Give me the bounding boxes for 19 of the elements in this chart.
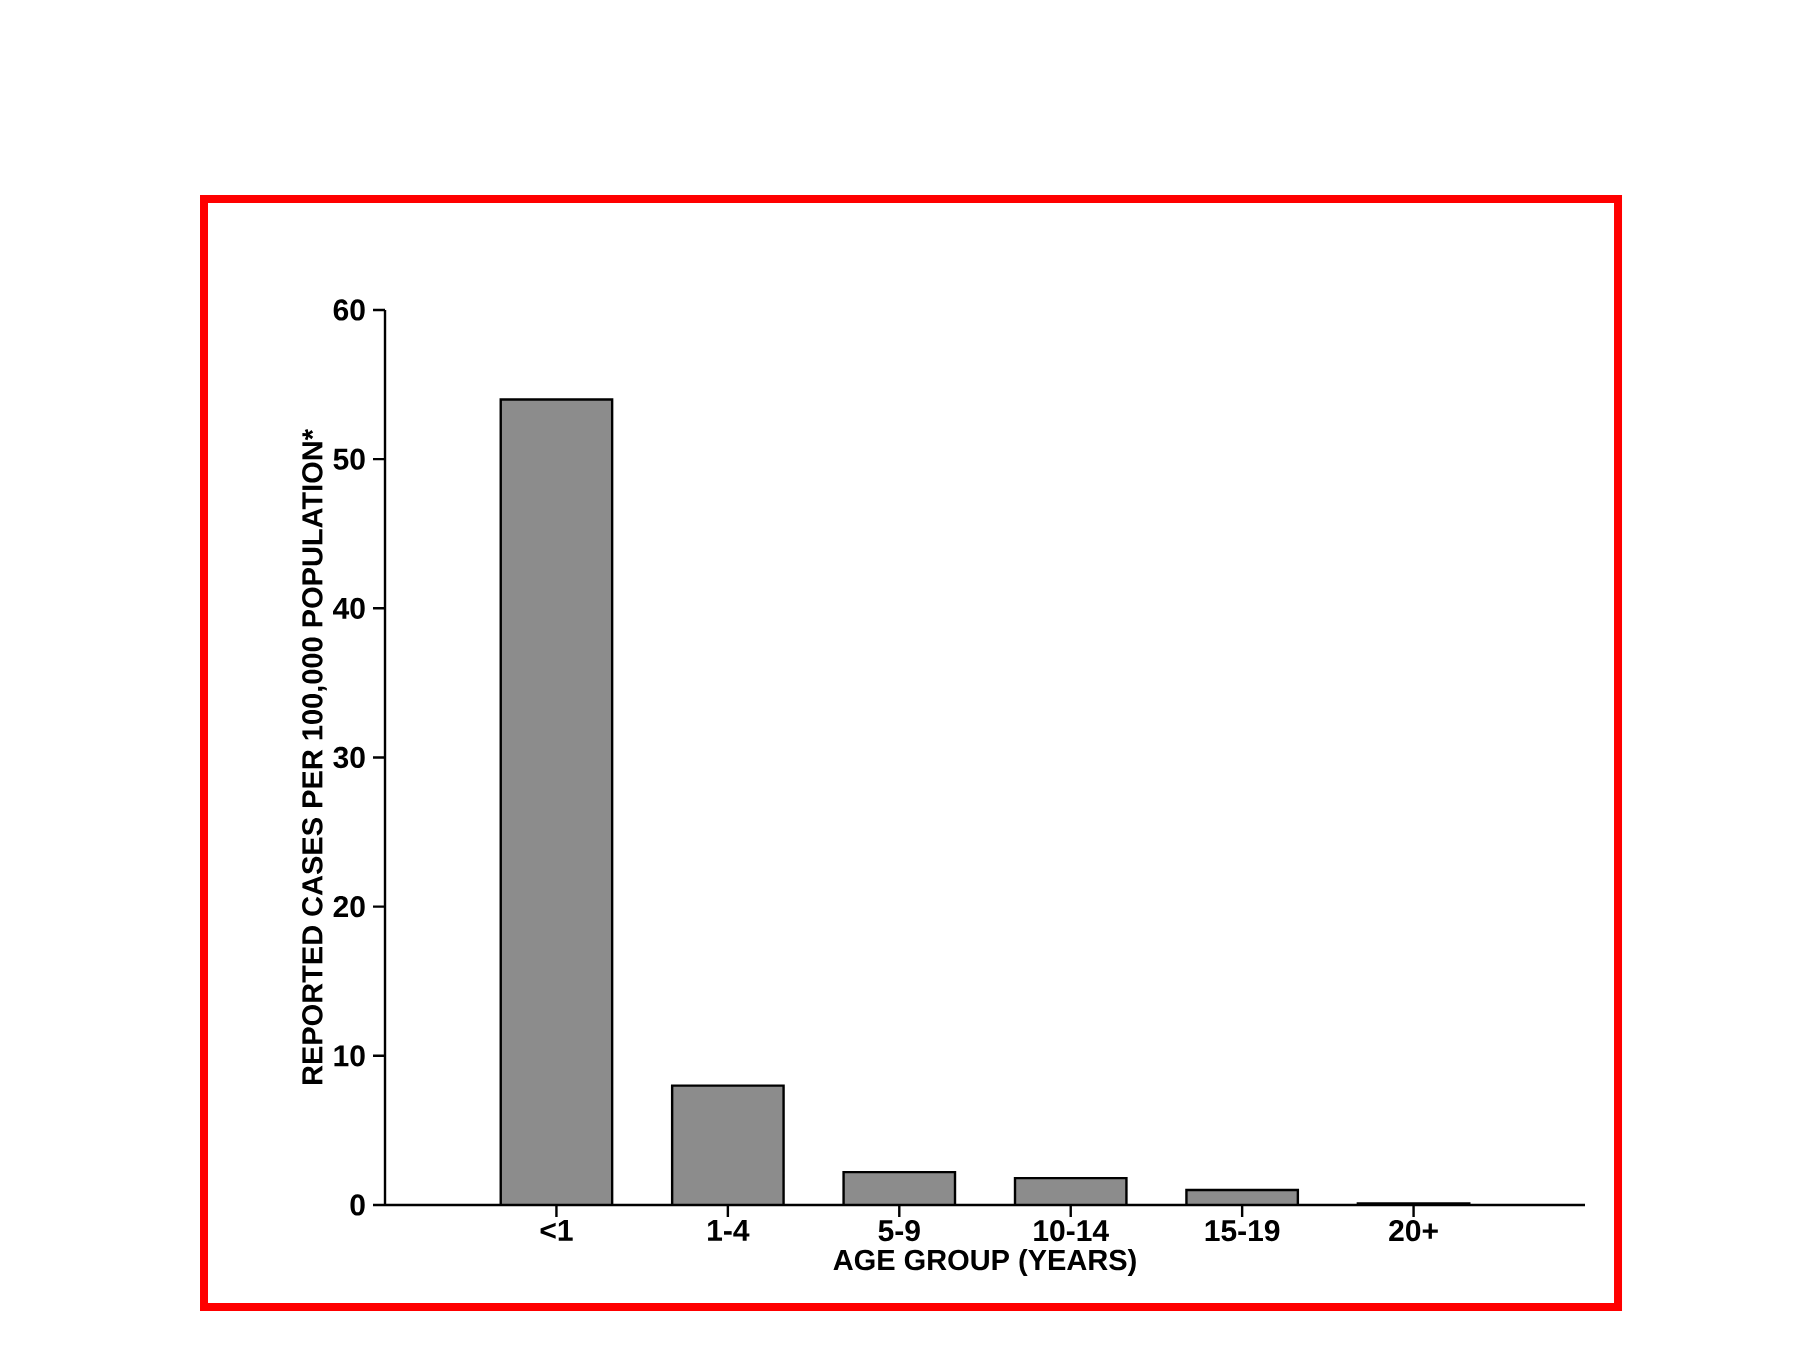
y-tick-label: 60: [333, 299, 365, 321]
x-tick-label: 20+: [1389, 1220, 1438, 1242]
x-tick-label: 15-19: [1205, 1220, 1280, 1242]
y-tick-label: 10: [334, 1045, 365, 1067]
y-axis-title: REPORTED CASES PER 100,000 POPULATION*: [302, 429, 327, 1085]
x-tick-label: 5-9: [878, 1220, 920, 1242]
x-tick-label: 10-14: [1034, 1220, 1109, 1242]
bar: [500, 399, 613, 1205]
x-tick-label: 1-4: [708, 1220, 750, 1241]
bar: [843, 1172, 956, 1205]
y-tick-label: 50: [333, 448, 365, 470]
y-tick-label: 0: [350, 1194, 365, 1216]
y-tick-label: 30: [333, 746, 365, 769]
y-tick-label: 40: [333, 597, 365, 619]
y-tick-label: 20: [333, 896, 365, 918]
bar: [1015, 1178, 1127, 1205]
x-tick-label: <1: [540, 1220, 573, 1241]
x-axis-title: AGE GROUP (YEARS): [833, 1249, 1136, 1277]
bar: [672, 1085, 784, 1205]
